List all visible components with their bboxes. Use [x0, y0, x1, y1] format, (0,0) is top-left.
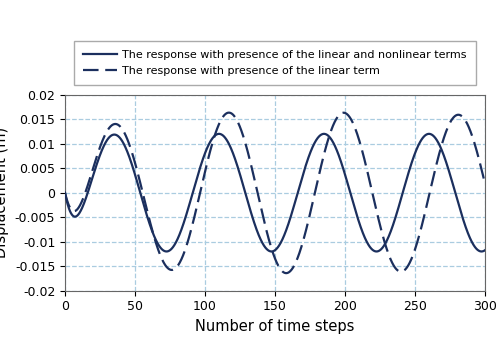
The response with presence of the linear and nonlinear terms	[478, 249, 484, 254]
The response with presence of the linear and nonlinear terms	[135, 182, 141, 186]
The response with presence of the linear term	[283, 271, 289, 275]
The response with presence of the linear and nonlinear terms	[242, 187, 248, 191]
The response with presence of the linear term	[242, 138, 248, 142]
The response with presence of the linear and nonlinear terms	[428, 132, 434, 137]
Legend: The response with presence of the linear and nonlinear terms, The response with : The response with presence of the linear…	[74, 41, 475, 85]
X-axis label: Number of time steps: Number of time steps	[196, 319, 354, 334]
The response with presence of the linear term	[429, 182, 435, 186]
Y-axis label: Displacement (m): Displacement (m)	[0, 127, 9, 258]
The response with presence of the linear term	[482, 182, 488, 186]
The response with presence of the linear term	[135, 171, 141, 175]
The response with presence of the linear and nonlinear terms	[62, 191, 68, 195]
The response with presence of the linear and nonlinear terms	[426, 132, 432, 136]
The response with presence of the linear and nonlinear terms	[482, 248, 488, 252]
The response with presence of the linear term	[62, 191, 68, 195]
Line: The response with presence of the linear term: The response with presence of the linear…	[65, 113, 485, 273]
Line: The response with presence of the linear and nonlinear terms: The response with presence of the linear…	[65, 134, 485, 251]
The response with presence of the linear and nonlinear terms	[110, 133, 116, 137]
The response with presence of the linear term	[223, 112, 229, 116]
The response with presence of the linear term	[110, 123, 116, 127]
The response with presence of the linear term	[474, 150, 480, 154]
The response with presence of the linear and nonlinear terms	[474, 247, 480, 251]
The response with presence of the linear and nonlinear terms	[223, 137, 229, 141]
The response with presence of the linear term	[226, 111, 232, 115]
